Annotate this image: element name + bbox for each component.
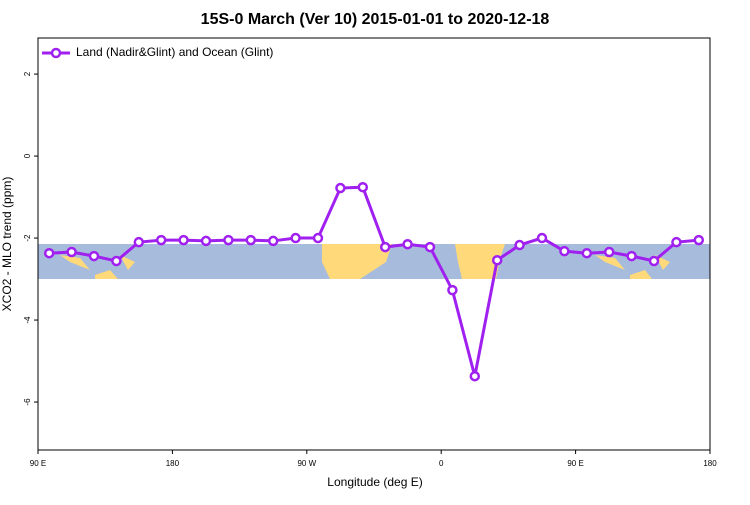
plot-frame	[37, 37, 711, 451]
point	[424, 241, 436, 253]
y-tick-label: 0	[23, 153, 32, 158]
point	[155, 234, 167, 246]
point	[648, 255, 660, 267]
point	[335, 182, 346, 194]
point	[357, 181, 369, 193]
point	[133, 236, 145, 248]
point	[223, 234, 234, 246]
point	[581, 247, 593, 259]
point	[267, 235, 279, 247]
point	[178, 234, 189, 246]
x-tick-label: 90 E	[30, 459, 46, 468]
point	[626, 250, 637, 262]
map-band	[38, 244, 710, 279]
point	[111, 255, 122, 267]
point	[88, 250, 100, 262]
x-tick-label: 0	[439, 459, 444, 468]
point	[200, 235, 212, 247]
y-tick-label: -6	[23, 398, 32, 406]
x-tick-label: 90 E	[567, 459, 583, 468]
y-tick-label: -4	[23, 316, 32, 324]
point	[402, 238, 413, 250]
point	[603, 246, 615, 258]
point	[43, 247, 55, 259]
point	[290, 232, 301, 244]
point	[379, 241, 391, 253]
point	[671, 236, 682, 248]
x-tick-label: 180	[703, 459, 717, 468]
y-axis-label: XCO2 - MLO trend (ppm)	[0, 177, 14, 312]
point	[559, 245, 570, 257]
y-tick-label: -2	[23, 234, 32, 242]
x-tick-label: 180	[166, 459, 180, 468]
point	[469, 370, 481, 382]
x-tick-label: 90 W	[297, 459, 316, 468]
legend-label: Land (Nadir&Glint) and Ocean (Glint)	[76, 45, 273, 59]
point	[447, 284, 458, 296]
x-axis-label: Longitude (deg E)	[327, 475, 422, 489]
point	[536, 232, 548, 244]
point	[514, 239, 525, 251]
point	[312, 232, 324, 244]
chart-title: 15S-0 March (Ver 10) 2015-01-01 to 2020-…	[201, 11, 550, 28]
point	[245, 234, 257, 246]
y-tick-label: 2	[23, 71, 32, 76]
point	[491, 254, 503, 266]
point	[66, 246, 77, 258]
series-line	[49, 185, 699, 377]
point	[693, 234, 705, 246]
legend-marker	[50, 47, 62, 59]
